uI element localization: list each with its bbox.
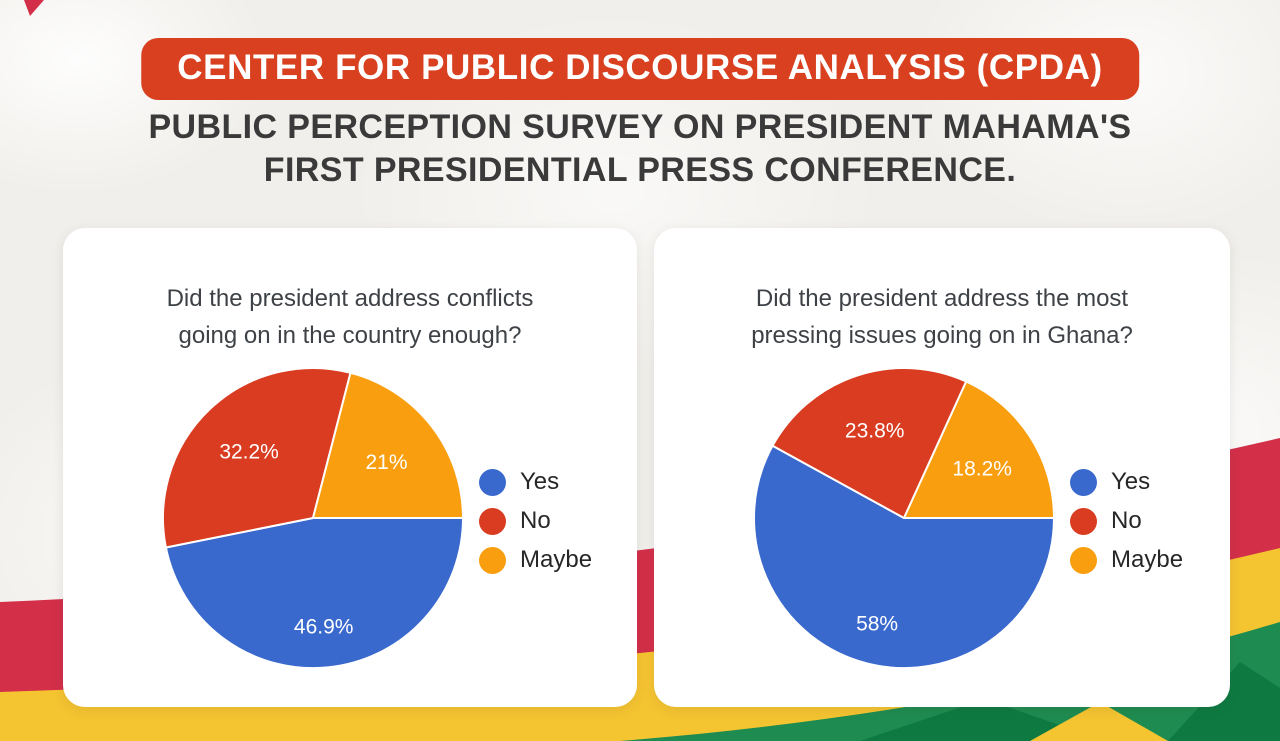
pie-value-label-no: 32.2%	[219, 441, 279, 464]
legend-item-maybe: Maybe	[1070, 546, 1183, 574]
pie-slice-yes	[753, 444, 1055, 670]
legend-swatch-maybe	[1070, 546, 1097, 574]
legend-label: No	[520, 507, 551, 534]
legend-item-yes: Yes	[1070, 468, 1183, 496]
legend-item-yes: Yes	[479, 468, 592, 496]
pie-chart-conflicts: 46.9% 32.2% 21%	[161, 367, 464, 670]
chart-legend: Yes No Maybe	[1070, 468, 1183, 574]
legend-item-no: No	[1070, 507, 1183, 535]
pie-slice-yes	[164, 517, 464, 670]
chart-title-line: Did the president address the most	[755, 285, 1129, 312]
legend-label: No	[1111, 507, 1142, 534]
survey-headline: PUBLIC PERCEPTION SURVEY ON PRESIDENT MA…	[0, 106, 1280, 192]
survey-card-conflicts: Did the president address conflicts goin…	[63, 228, 637, 707]
legend-swatch-yes	[1070, 468, 1097, 496]
chart-title-line: Did the president address conflicts	[166, 285, 534, 312]
pie-slice-maybe	[312, 371, 464, 519]
legend-swatch-yes	[479, 468, 506, 496]
legend-item-maybe: Maybe	[479, 546, 592, 574]
pie-value-label-maybe: 21%	[365, 451, 407, 474]
legend-swatch-no	[479, 507, 506, 535]
survey-card-pressing-issues: Did the president address the most press…	[654, 228, 1230, 707]
pie-value-label-no: 23.8%	[845, 420, 905, 443]
org-banner-text: CENTER FOR PUBLIC DISCOURSE ANALYSIS (CP…	[177, 48, 1103, 87]
chart-legend: Yes No Maybe	[479, 468, 592, 574]
legend-swatch-maybe	[479, 546, 506, 574]
ribbon-yellow-facet	[1030, 702, 1168, 741]
pie-slice-no	[771, 367, 968, 519]
corner-accent-triangle	[24, 0, 44, 16]
pie-value-label-yes: 58%	[856, 613, 898, 636]
pie-slice-maybe	[903, 380, 1055, 519]
pie-chart-pressing-issues: 58% 23.8% 18.2%	[753, 367, 1055, 670]
chart-title-conflicts: Did the president address conflicts goin…	[63, 280, 637, 354]
legend-item-no: No	[479, 507, 592, 535]
pie-slice-no	[161, 367, 352, 549]
legend-label: Yes	[1111, 468, 1151, 495]
ribbon-green-facet-1	[860, 699, 1105, 741]
headline-line-2: FIRST PRESIDENTIAL PRESS CONFERENCE.	[263, 151, 1017, 189]
ribbon-green-facet-2	[1168, 662, 1280, 741]
pie-value-label-maybe: 18.2%	[952, 458, 1012, 481]
legend-swatch-no	[1070, 507, 1097, 535]
headline-line-1: PUBLIC PERCEPTION SURVEY ON PRESIDENT MA…	[148, 108, 1132, 146]
legend-label: Maybe	[520, 546, 593, 573]
chart-title-line: pressing issues going on in Ghana?	[751, 322, 1133, 349]
chart-title-pressing-issues: Did the president address the most press…	[654, 280, 1230, 354]
legend-label: Yes	[520, 468, 560, 495]
pie-value-label-yes: 46.9%	[294, 616, 354, 639]
org-banner: CENTER FOR PUBLIC DISCOURSE ANALYSIS (CP…	[141, 38, 1139, 100]
chart-title-line: going on in the country enough?	[178, 322, 522, 349]
legend-label: Maybe	[1111, 546, 1184, 573]
